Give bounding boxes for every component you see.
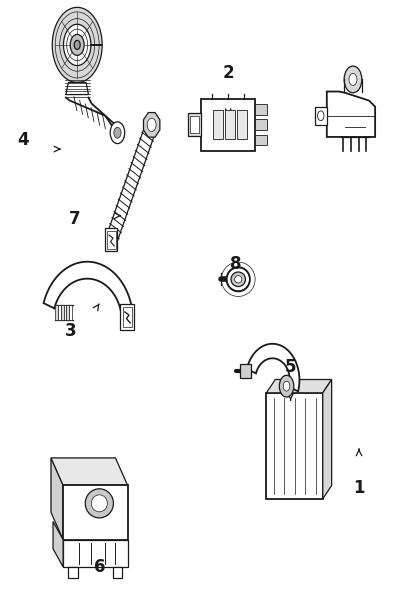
Bar	[188, 114, 201, 137]
Bar	[105, 228, 118, 251]
Bar	[255, 120, 267, 131]
Bar	[122, 307, 132, 327]
Circle shape	[344, 66, 362, 93]
Circle shape	[349, 73, 357, 86]
Bar	[61, 305, 63, 320]
Text: 6: 6	[94, 558, 105, 576]
Polygon shape	[63, 485, 128, 540]
Polygon shape	[53, 521, 63, 567]
Bar	[120, 304, 134, 330]
Circle shape	[318, 111, 324, 121]
Text: 8: 8	[230, 255, 242, 273]
Ellipse shape	[227, 267, 250, 291]
Circle shape	[147, 118, 156, 132]
Circle shape	[70, 35, 84, 55]
Polygon shape	[51, 458, 128, 485]
Bar	[63, 540, 128, 567]
Polygon shape	[266, 379, 332, 393]
Text: 3: 3	[65, 322, 77, 340]
Polygon shape	[327, 92, 375, 137]
Bar	[68, 567, 78, 578]
Polygon shape	[66, 83, 88, 95]
Polygon shape	[143, 112, 160, 137]
Polygon shape	[51, 458, 63, 540]
Polygon shape	[44, 262, 133, 317]
Bar	[69, 305, 72, 320]
Circle shape	[74, 41, 80, 49]
Bar	[55, 305, 58, 320]
Bar	[66, 305, 69, 320]
Ellipse shape	[235, 276, 242, 283]
Text: 7: 7	[69, 209, 81, 228]
Bar	[255, 104, 267, 115]
Ellipse shape	[85, 489, 114, 518]
Bar	[63, 305, 66, 320]
Bar	[213, 110, 223, 140]
Text: 4: 4	[17, 131, 29, 149]
Bar	[240, 364, 251, 378]
Text: 5: 5	[285, 358, 296, 376]
Polygon shape	[52, 7, 102, 83]
Bar	[113, 567, 122, 578]
Polygon shape	[106, 121, 157, 244]
Bar	[237, 110, 247, 140]
Circle shape	[279, 375, 294, 397]
Polygon shape	[315, 107, 327, 125]
Circle shape	[114, 127, 121, 138]
Bar	[255, 135, 267, 146]
Bar	[201, 99, 255, 151]
Bar	[190, 117, 199, 134]
Text: 1: 1	[353, 479, 365, 497]
Bar	[58, 305, 61, 320]
Text: 2: 2	[222, 64, 234, 83]
Circle shape	[283, 381, 290, 391]
Polygon shape	[51, 458, 116, 512]
Ellipse shape	[231, 272, 246, 287]
Bar	[107, 231, 116, 249]
Polygon shape	[266, 393, 323, 499]
Polygon shape	[247, 344, 299, 392]
Polygon shape	[323, 379, 332, 499]
Bar	[225, 110, 235, 140]
Ellipse shape	[91, 495, 107, 512]
Circle shape	[110, 122, 125, 144]
